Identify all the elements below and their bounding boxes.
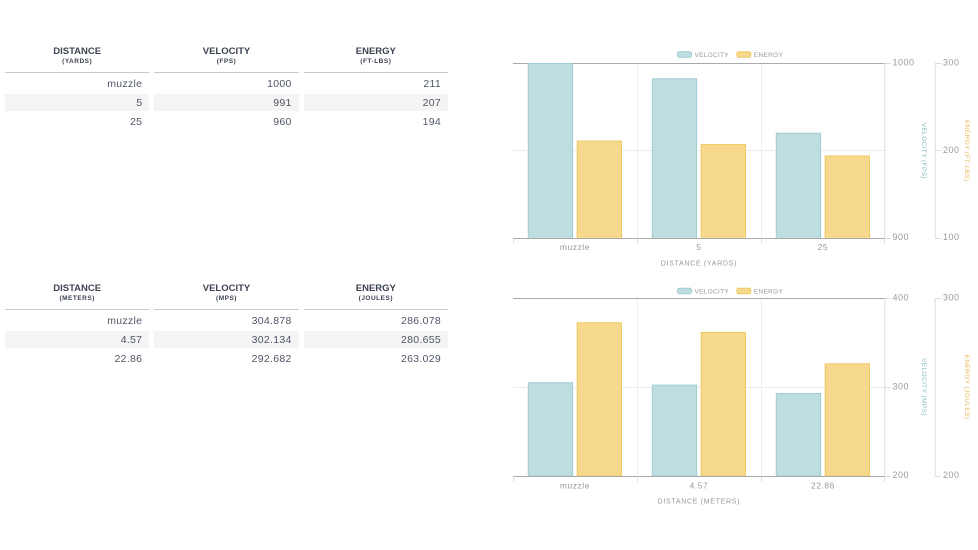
svg-text:25: 25 — [818, 242, 828, 252]
svg-text:200: 200 — [943, 470, 960, 480]
svg-text:ENERGY: ENERGY — [754, 52, 784, 59]
svg-text:300: 300 — [893, 382, 910, 392]
svg-text:ENERGY (JOULES): ENERGY (JOULES) — [963, 355, 970, 420]
svg-text:900: 900 — [893, 232, 910, 242]
svg-text:100: 100 — [943, 232, 960, 242]
svg-text:200: 200 — [943, 145, 960, 155]
svg-text:DISTANCE (METERS): DISTANCE (METERS) — [658, 499, 741, 506]
svg-text:200: 200 — [893, 470, 910, 480]
svg-text:VELOCITY: VELOCITY — [695, 289, 730, 296]
svg-text:muzzle: muzzle — [560, 481, 590, 491]
svg-text:muzzle: muzzle — [560, 242, 590, 252]
svg-text:1000: 1000 — [893, 57, 915, 67]
svg-text:300: 300 — [943, 292, 960, 302]
svg-text:22.86: 22.86 — [811, 481, 835, 491]
svg-text:DISTANCE (YARDS): DISTANCE (YARDS) — [661, 261, 737, 268]
svg-text:400: 400 — [893, 292, 910, 302]
svg-text:VELOCITY (FPS): VELOCITY (FPS) — [920, 123, 927, 179]
svg-text:300: 300 — [943, 57, 960, 67]
svg-text:ENERGY (FT-LBS): ENERGY (FT-LBS) — [963, 120, 970, 182]
svg-text:5: 5 — [696, 242, 701, 252]
svg-text:VELOCITY: VELOCITY — [695, 52, 730, 59]
svg-text:ENERGY: ENERGY — [754, 289, 784, 296]
svg-text:VELOCITY (MPS): VELOCITY (MPS) — [920, 358, 927, 416]
svg-text:4.57: 4.57 — [690, 481, 709, 491]
